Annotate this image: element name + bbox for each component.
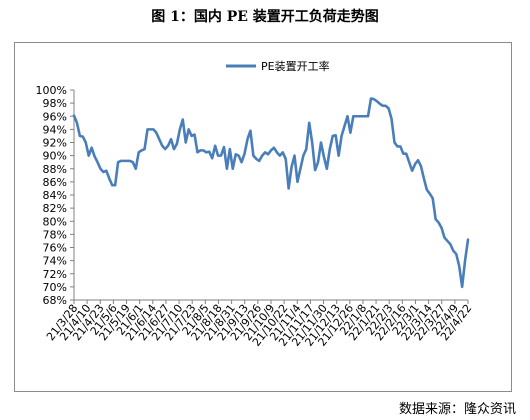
y-tick-label: 76% (43, 242, 67, 255)
y-tick-label: 78% (43, 228, 67, 241)
y-tick-label: 88% (43, 163, 67, 176)
plot-area (72, 97, 470, 289)
y-tick-label: 90% (43, 150, 67, 163)
legend-label: PE装置开工率 (261, 59, 330, 73)
y-tick-label: 82% (43, 202, 67, 215)
y-tick-label: 96% (43, 110, 67, 123)
data-source-note: 数据来源：隆众资讯 (398, 402, 516, 417)
y-tick-label: 80% (43, 215, 67, 228)
y-tick-label: 98% (43, 97, 67, 110)
y-tick-label: 100% (36, 84, 67, 97)
y-tick-label: 86% (43, 176, 67, 189)
y-tick-label: 72% (43, 268, 67, 281)
figure-title: 图 1：国内 PE 装置开工负荷走势图 (151, 9, 379, 25)
y-tick-label: 94% (43, 123, 67, 136)
y-tick-label: 68% (43, 294, 67, 307)
chart-axes: 68%70%72%74%76%78%80%82%84%86%88%90%92%9… (36, 84, 475, 349)
chart-frame (14, 42, 512, 392)
y-tick-label: 70% (43, 281, 67, 294)
y-tick-label: 92% (43, 137, 67, 150)
y-tick-label: 84% (43, 189, 67, 202)
series-line-pe-operating-rate (72, 97, 470, 289)
chart-legend: PE装置开工率 (226, 59, 330, 73)
y-tick-label: 74% (43, 255, 67, 268)
